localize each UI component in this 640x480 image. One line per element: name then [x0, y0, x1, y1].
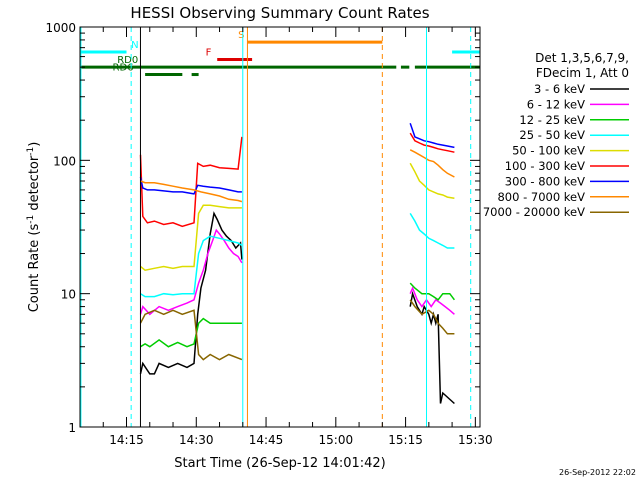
legend-label-5: 100 - 300 keV: [505, 159, 585, 173]
series-line-4-0: [140, 204, 242, 272]
legend-header-1: Det 1,3,5,6,7,9,: [535, 51, 629, 65]
legend-label-3: 25 - 50 keV: [519, 128, 585, 142]
y-axis: 1 10 100 1000: [45, 21, 480, 435]
series-line-1-1: [409, 286, 455, 315]
legend-label-0: 3 - 6 keV: [534, 82, 585, 96]
flag-label-n: N: [131, 40, 138, 51]
legend: Det 1,3,5,6,7,9, FDecim 1, Att 0 3 - 6 k…: [483, 51, 629, 219]
series-line-0-1: [409, 290, 455, 405]
x-tick-label-1: 14:30: [179, 433, 214, 447]
legend-label-1: 6 - 12 keV: [527, 97, 585, 111]
y-tick-label-3: 1000: [45, 21, 76, 35]
legend-label-4: 50 - 100 keV: [512, 144, 585, 158]
chart-title: HESSI Observing Summary Count Rates: [130, 4, 429, 22]
series-line-2-0: [140, 317, 242, 348]
legend-header-2: FDecim 1, Att 0: [536, 66, 629, 80]
footer-timestamp: 26-Sep-2012 22:02: [559, 468, 636, 477]
legend-label-8: 7000 - 20000 keV: [483, 205, 585, 219]
x-axis: 14:15 14:30 14:45 15:00 15:15 15:30: [79, 27, 493, 447]
y-tick-label-1: 10: [61, 288, 76, 302]
x-tick-label-0: 14:15: [109, 433, 144, 447]
series-line-7-0: [140, 180, 243, 203]
flag-label-rd6: RD6: [113, 63, 134, 74]
legend-label-7: 800 - 7000 keV: [497, 190, 585, 204]
series-line-6-0: [139, 176, 242, 195]
series-line-1-0: [139, 228, 243, 316]
legend-label-6: 300 - 800 keV: [505, 174, 585, 188]
y-tick-label-2: 100: [53, 154, 76, 168]
series-line-6-1: [409, 122, 455, 149]
series-line-2-1: [409, 282, 455, 301]
event-markers: [80, 27, 472, 427]
series-line-3-1: [409, 213, 455, 249]
series-line-7-1: [409, 149, 455, 178]
series-line-4-1: [409, 162, 455, 199]
y-axis-label: Count Rate (s-1 detector-1): [26, 142, 42, 313]
flag-label-rd0: RD0: [117, 55, 138, 66]
flag-label-f: F: [206, 48, 212, 59]
x-tick-label-4: 15:15: [388, 433, 423, 447]
series-line-8-1: [409, 299, 455, 335]
x-tick-label-2: 14:45: [249, 433, 284, 447]
legend-label-2: 12 - 25 keV: [519, 113, 585, 127]
series-line-5-1: [409, 132, 455, 153]
plot-frame: [79, 26, 481, 428]
series-line-0-0: [139, 211, 243, 375]
series-line-3-0: [140, 235, 243, 298]
series-lines: [139, 122, 455, 405]
series-line-8-0: [139, 309, 243, 361]
x-axis-label: Start Time (26-Sep-12 14:01:42): [174, 456, 385, 471]
x-tick-label-5: 15:30: [458, 433, 493, 447]
series-line-5-0: [139, 136, 243, 228]
x-tick-label-3: 15:00: [319, 433, 354, 447]
y-tick-label-0: 1: [68, 421, 76, 435]
flag-label-s: S: [238, 30, 244, 41]
